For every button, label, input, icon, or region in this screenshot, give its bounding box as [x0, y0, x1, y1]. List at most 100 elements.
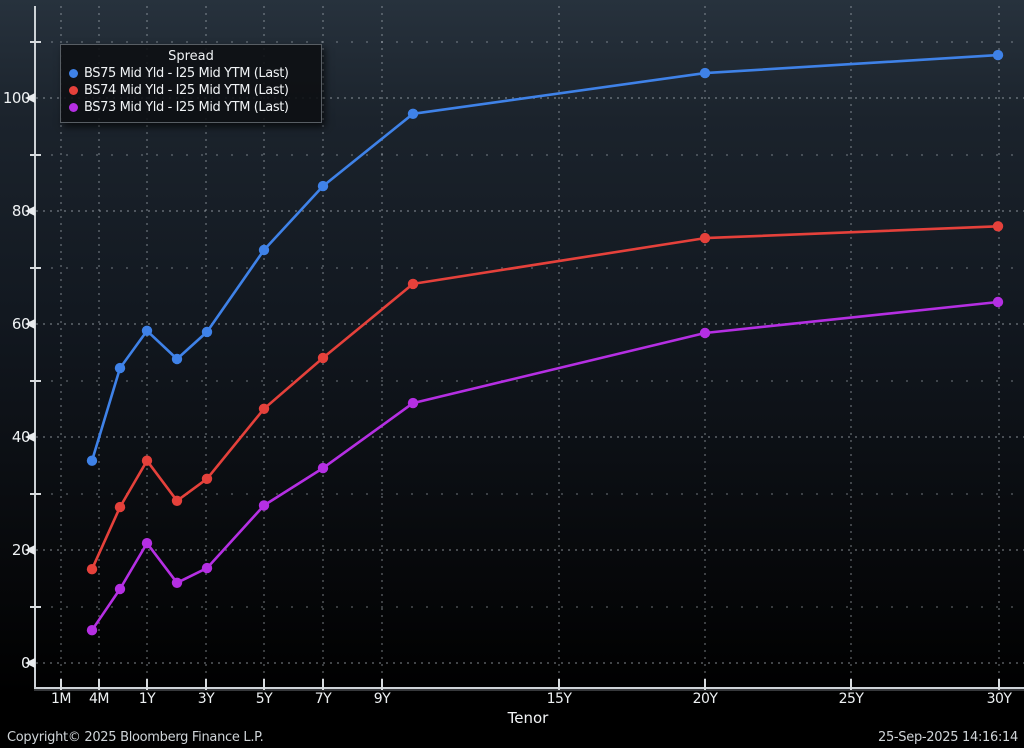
y-axis-tick-arrow-icon [25, 658, 35, 668]
data-point [114, 583, 126, 595]
x-axis-line [34, 687, 1024, 689]
x-axis-tick [998, 679, 1000, 690]
x-axis-tick-label: 30Y [986, 691, 1012, 707]
x-axis-tick [146, 679, 148, 690]
data-point [992, 221, 1004, 232]
x-axis-tick [60, 679, 62, 690]
x-axis-tick-label: 15Y [546, 691, 572, 707]
x-axis-tick-label: 9Y [373, 691, 391, 707]
x-axis-tick-label: 3Y [197, 691, 215, 707]
data-point [201, 326, 213, 338]
data-point [201, 473, 213, 484]
data-point [141, 325, 153, 336]
x-axis-tick-label: 5Y [255, 691, 273, 707]
x-axis-title: Tenor [507, 709, 549, 727]
series-line [90, 53, 999, 462]
data-point [86, 455, 98, 466]
x-axis-tick-label: 25Y [838, 691, 864, 707]
x-axis-tick-label: 1M [51, 691, 72, 707]
legend-swatch-icon [69, 69, 78, 78]
data-point [114, 501, 126, 513]
data-point [258, 403, 270, 414]
y-axis-minor-tick [30, 492, 41, 495]
series-bs73 [86, 296, 1004, 636]
data-point [317, 462, 329, 474]
legend-item-bs73[interactable]: BS73 Mid Yld - I25 Mid YTM (Last) [69, 99, 313, 116]
data-point [171, 577, 183, 588]
timestamp-text: 25-Sep-2025 14:16:14 [877, 730, 1018, 745]
gridline-horizontal [36, 323, 1024, 325]
data-point [699, 232, 711, 244]
data-point [141, 538, 153, 549]
y-axis-tick-label: 100 [2, 89, 31, 107]
gridline-horizontal [36, 40, 1024, 43]
gridline-vertical [558, 6, 560, 687]
data-point [258, 244, 270, 256]
data-point [407, 278, 419, 290]
gridline-horizontal [36, 379, 1024, 382]
x-axis-tick [850, 679, 852, 690]
data-point [171, 495, 183, 506]
y-axis-tick-arrow-icon [25, 432, 35, 442]
x-axis-tick [322, 679, 324, 690]
series-line [90, 225, 999, 570]
data-point [317, 180, 329, 192]
data-point [171, 353, 183, 365]
legend-item-label: BS74 Mid Yld - I25 Mid YTM (Last) [84, 83, 289, 98]
data-point [317, 352, 329, 364]
gridline-horizontal [36, 153, 1024, 156]
data-point [86, 564, 98, 575]
legend-swatch-icon [69, 103, 78, 112]
data-point [258, 500, 270, 511]
data-point [992, 296, 1004, 308]
data-point [992, 49, 1004, 61]
gridline-vertical [98, 6, 100, 687]
y-axis-tick-arrow-icon [25, 319, 35, 329]
gridline-horizontal [36, 662, 1024, 664]
data-point [141, 455, 153, 466]
gridline-vertical [704, 6, 706, 687]
y-axis-line [34, 6, 36, 688]
data-point [407, 108, 419, 120]
x-axis-tick-label: 20Y [692, 691, 718, 707]
gridline-horizontal [36, 492, 1024, 495]
x-axis-tick [381, 679, 383, 690]
gridline-vertical [146, 6, 148, 687]
legend-item-bs74[interactable]: BS74 Mid Yld - I25 Mid YTM (Last) [69, 82, 313, 99]
gridline-vertical [998, 6, 1000, 687]
data-point [699, 67, 711, 79]
y-axis-minor-tick [30, 266, 41, 269]
legend-item-bs75[interactable]: BS75 Mid Yld - I25 Mid YTM (Last) [69, 65, 313, 82]
data-point [201, 562, 213, 574]
data-point [114, 362, 126, 374]
y-axis-minor-tick [30, 379, 41, 382]
y-axis-minor-tick [30, 605, 41, 608]
gridline-vertical [60, 6, 62, 687]
legend-title: Spread [168, 49, 214, 64]
data-point [699, 327, 711, 339]
gridline-vertical [850, 6, 852, 687]
y-axis-minor-tick [30, 40, 41, 43]
gridline-vertical [322, 6, 324, 687]
gridline-vertical [205, 6, 207, 687]
gridline-vertical [263, 6, 265, 687]
gridline-horizontal [36, 549, 1024, 551]
x-axis-tick [558, 679, 560, 690]
x-axis-tick [205, 679, 207, 690]
legend-item-label: BS75 Mid Yld - I25 Mid YTM (Last) [84, 66, 289, 81]
gridline-horizontal [36, 266, 1024, 269]
x-axis-tick [263, 679, 265, 690]
y-axis-tick-arrow-icon [25, 93, 35, 103]
x-axis-tick-label: 4M [89, 691, 110, 707]
data-point [86, 625, 98, 636]
gridline-vertical [381, 6, 383, 687]
x-axis-tick-label: 7Y [314, 691, 332, 707]
x-axis-tick-label: 1Y [138, 691, 156, 707]
data-point [407, 397, 419, 409]
series-line [90, 300, 999, 631]
y-axis-minor-tick [30, 153, 41, 156]
series-bs75 [86, 49, 1004, 466]
copyright-text: Copyright© 2025 Bloomberg Finance L.P. [7, 730, 264, 745]
chart-legend[interactable]: Spread BS75 Mid Yld - I25 Mid YTM (Last)… [60, 44, 322, 123]
